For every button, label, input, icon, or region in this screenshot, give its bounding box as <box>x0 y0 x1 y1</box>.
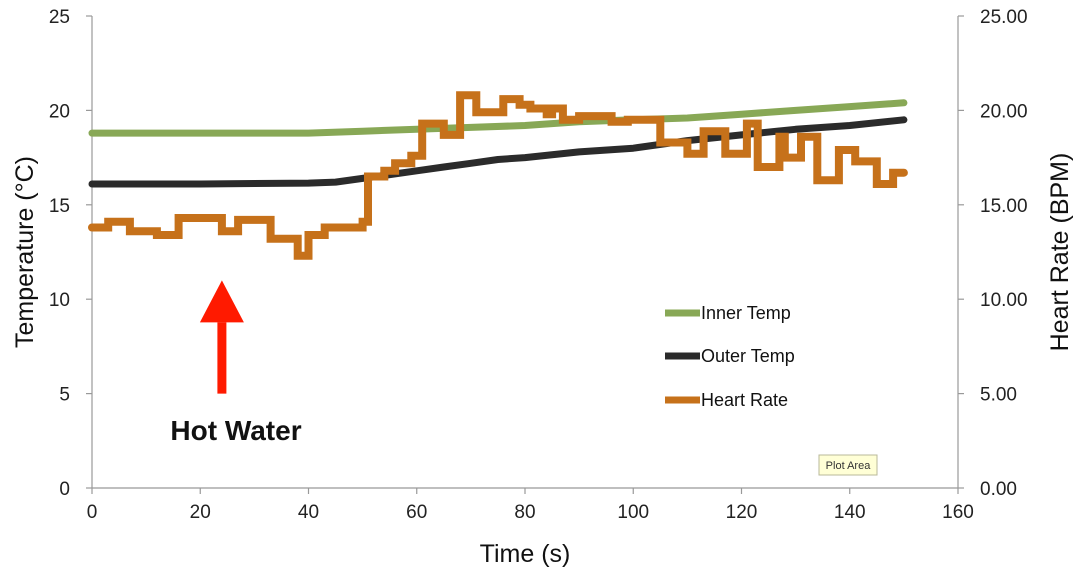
x-tick-label: 80 <box>514 502 535 523</box>
y-tick-label: 20 <box>49 101 70 122</box>
hot-water-annotation: Hot Water <box>170 280 302 446</box>
axis-ticks: 0 20 40 60 80 100 120 140 160 0 5 10 15 20 25 0.00 5.00 1… <box>49 7 1028 523</box>
y2-tick-label: 15.00 <box>980 196 1028 217</box>
x-tick-label: 120 <box>726 502 758 523</box>
y2-axis-title: Heart Rate (BPM) <box>1046 153 1074 352</box>
x-tick-label: 100 <box>617 502 649 523</box>
x-tick-label: 60 <box>406 502 427 523</box>
annotation-arrow-head <box>199 280 244 323</box>
x-axis-title: Time (s) <box>480 540 571 568</box>
y2-tick-label: 5.00 <box>980 385 1017 406</box>
tooltip-box <box>818 454 878 476</box>
y-tick-label: 0 <box>59 479 70 500</box>
y-tick-label: 10 <box>49 290 70 311</box>
series-layer <box>88 91 908 260</box>
tooltip-label: Plot Area <box>826 460 872 472</box>
x-tick-label: 40 <box>298 502 319 523</box>
y-tick-label: 25 <box>49 7 70 28</box>
x-tick-label: 160 <box>942 502 974 523</box>
y2-tick-label: 10.00 <box>980 290 1028 311</box>
legend-label-outer-temp: Outer Temp <box>701 346 795 366</box>
y-axis-title: Temperature (°C) <box>11 156 39 348</box>
series-line-heart-rate <box>88 91 908 260</box>
y2-tick-label: 20.00 <box>980 101 1028 122</box>
annotation-label: Hot Water <box>170 415 301 446</box>
y2-tick-label: 0.00 <box>980 479 1017 500</box>
y2-tick-label: 25.00 <box>980 7 1028 28</box>
plot-area-tooltip: Plot Area <box>818 454 878 476</box>
x-tick-label: 20 <box>190 502 211 523</box>
x-tick-label: 140 <box>834 502 866 523</box>
x-tick-label: 0 <box>87 502 98 523</box>
series-line-inner-temp <box>88 99 908 137</box>
legend: Inner Temp Outer Temp Heart Rate <box>665 303 795 410</box>
legend-label-inner-temp: Inner Temp <box>701 303 791 323</box>
y-tick-label: 15 <box>49 196 70 217</box>
y-tick-label: 5 <box>59 385 70 406</box>
legend-label-heart-rate: Heart Rate <box>701 390 788 410</box>
